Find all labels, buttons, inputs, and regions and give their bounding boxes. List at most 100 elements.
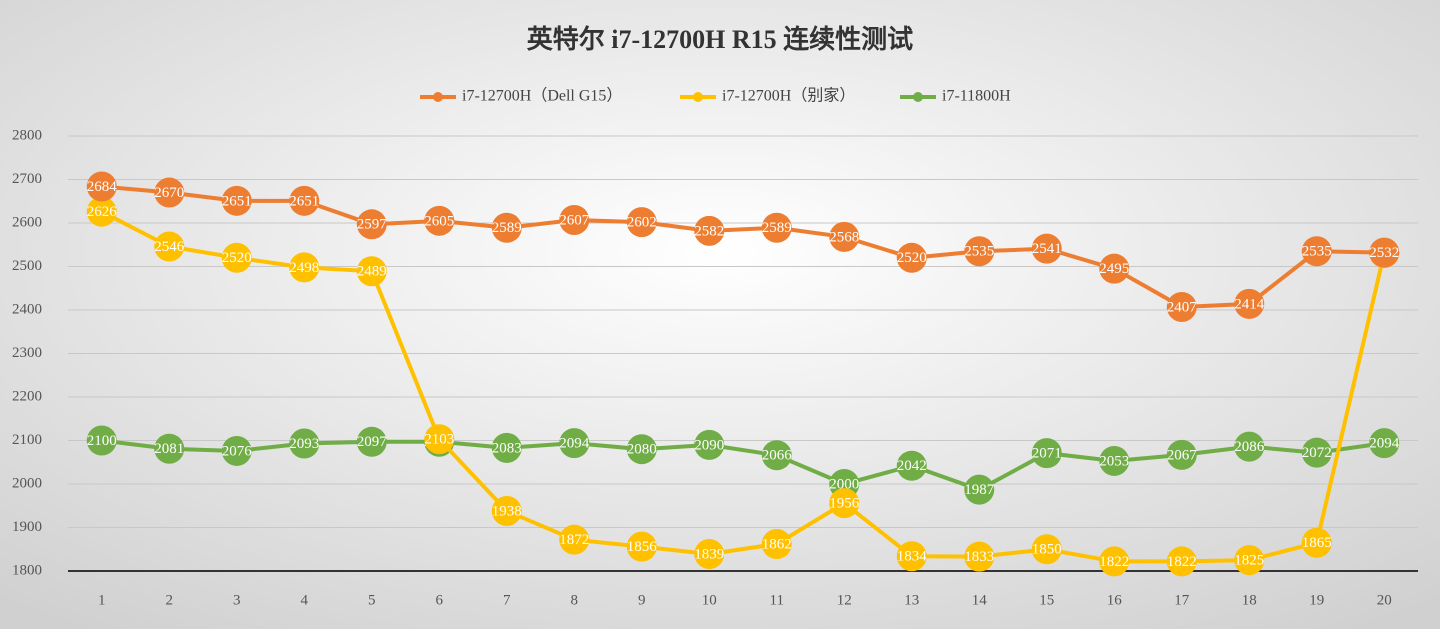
point [559, 524, 590, 555]
point [154, 433, 185, 464]
data-label: 1865 [1302, 535, 1332, 551]
data-label: 1956 [829, 496, 860, 512]
data-label: 1856 [627, 539, 658, 555]
data-label: 2589 [762, 220, 792, 236]
data-label: 1872 [559, 532, 589, 548]
data-label: 1839 [694, 546, 724, 562]
data-label: 2626 [87, 204, 118, 220]
x-tick-label: 10 [702, 592, 717, 608]
point [626, 531, 657, 562]
data-label: 2535 [1302, 244, 1332, 260]
data-label: 2546 [154, 239, 185, 255]
point [1031, 438, 1062, 469]
data-label: 2541 [1032, 241, 1062, 257]
data-label: 1834 [897, 549, 928, 565]
point [86, 196, 117, 227]
x-tick-label: 12 [837, 592, 852, 608]
data-label: 2093 [289, 436, 319, 452]
data-label: 1833 [964, 549, 994, 565]
point [1166, 546, 1197, 577]
data-label: 2589 [492, 220, 522, 236]
y-tick-label: 2500 [12, 258, 42, 274]
point [1031, 534, 1062, 565]
point [1369, 237, 1400, 268]
point [1301, 437, 1332, 468]
point [491, 212, 522, 243]
legend-marker [433, 92, 443, 102]
legend-label: i7-12700H（Dell G15） [462, 87, 622, 105]
x-tick-label: 18 [1242, 592, 1257, 608]
data-label: 1822 [1099, 554, 1129, 570]
point [626, 207, 657, 238]
point [626, 434, 657, 465]
point [964, 236, 995, 267]
y-tick-label: 2300 [12, 345, 42, 361]
point [221, 185, 252, 216]
legend-marker [913, 92, 923, 102]
point [154, 231, 185, 262]
y-tick-label: 2700 [12, 171, 42, 187]
x-tick-label: 2 [166, 592, 174, 608]
data-label: 2097 [357, 434, 388, 450]
point [424, 424, 455, 455]
point [896, 450, 927, 481]
data-label: 2489 [357, 264, 387, 280]
x-tick-label: 13 [904, 592, 919, 608]
point [1301, 527, 1332, 558]
data-label: 2094 [1369, 436, 1400, 452]
data-label: 2042 [897, 458, 927, 474]
data-label: 2090 [694, 437, 724, 453]
x-tick-label: 11 [770, 592, 784, 608]
x-tick-label: 15 [1039, 592, 1054, 608]
point [289, 185, 320, 216]
data-label: 2520 [222, 250, 252, 266]
data-label: 2083 [492, 440, 522, 456]
y-tick-label: 1900 [12, 519, 42, 535]
data-label: 2080 [627, 442, 657, 458]
point [356, 426, 387, 457]
point [1234, 431, 1265, 462]
y-tick-label: 2600 [12, 214, 42, 230]
x-tick-label: 6 [436, 592, 444, 608]
point [1369, 428, 1400, 459]
y-tick-label: 1800 [12, 562, 42, 578]
data-label: 2535 [964, 244, 994, 260]
legend-label: i7-11800H [942, 88, 1011, 105]
data-label: 1825 [1234, 553, 1264, 569]
data-label: 2094 [559, 436, 590, 452]
point [491, 495, 522, 526]
point [1301, 236, 1332, 267]
point [356, 209, 387, 240]
data-label: 1822 [1167, 554, 1197, 570]
data-label: 2651 [289, 193, 319, 209]
point [86, 171, 117, 202]
data-label: 2071 [1032, 446, 1062, 462]
point [694, 215, 725, 246]
data-label: 2066 [762, 448, 793, 464]
data-label: 2532 [1369, 245, 1399, 261]
data-label: 2407 [1167, 299, 1198, 315]
point [829, 221, 860, 252]
x-tick-label: 1 [98, 592, 106, 608]
point [1031, 233, 1062, 264]
data-label: 2605 [424, 213, 454, 229]
data-label: 1862 [762, 536, 792, 552]
point [356, 256, 387, 287]
data-label: 2414 [1234, 296, 1265, 312]
point [289, 252, 320, 283]
data-label: 2103 [424, 432, 454, 448]
y-tick-label: 2100 [12, 432, 42, 448]
legend-marker [693, 92, 703, 102]
x-tick-label: 7 [503, 592, 511, 608]
data-label: 2597 [357, 217, 388, 233]
point [964, 474, 995, 505]
point [761, 440, 792, 471]
data-label: 2568 [829, 229, 859, 245]
data-label: 2670 [154, 185, 184, 201]
data-label: 2651 [222, 193, 252, 209]
x-tick-label: 5 [368, 592, 376, 608]
x-tick-label: 19 [1309, 592, 1324, 608]
point [1166, 439, 1197, 470]
